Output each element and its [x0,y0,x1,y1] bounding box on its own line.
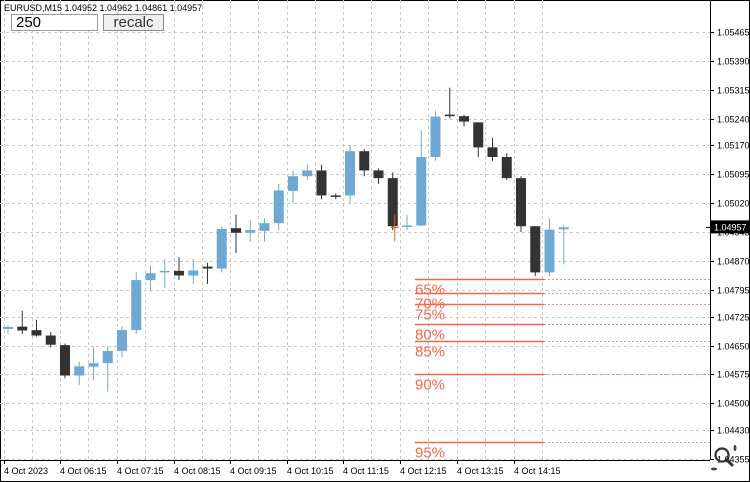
time-tick-label: 4 Oct 12:15 [400,466,447,476]
candle-bull [345,151,355,196]
candle-bear [373,170,384,179]
candle-bull [88,363,99,367]
price-tick-label: 1.04355 [717,455,750,465]
fib-level-label: 90% [415,377,445,394]
fib-level-label: 95% [415,445,445,462]
price-tick-label: 1.05315 [717,86,750,96]
magnifier-zoom-icon[interactable] [709,443,739,473]
candle-bull [145,273,156,281]
candle-bull [74,366,85,376]
candle-bear [316,170,327,196]
candle-bear [387,178,398,227]
candle-bull [416,156,427,226]
candle-bull [273,190,284,224]
fib-level-label: 75% [415,307,445,324]
fib-level-label: 80% [415,327,445,344]
candle-bull [188,270,199,276]
candle-bull [302,170,313,177]
price-tick-label: 1.05240 [717,115,750,125]
candle-bear [202,266,213,269]
candle-bear [359,151,370,171]
price-tick-label: 1.04870 [717,257,750,267]
candle-bear [530,226,541,273]
candle-bull [102,350,113,364]
time-tick-label: 4 Oct 14:15 [514,466,561,476]
price-tick-label: 1.04575 [717,370,750,380]
price-tick-label: 1.05465 [717,28,750,38]
price-tick-label: 1.04795 [717,286,750,296]
candle-bear [330,195,341,197]
candle-bear [60,345,70,376]
candle-bear [459,116,469,122]
current-price-badge [711,220,749,234]
period-input[interactable] [11,14,98,31]
candle-bear [174,270,184,276]
candle-bull [3,327,13,329]
symbol-info-label: EURUSD,M15 1.04952 1.04962 1.04861 1.049… [4,3,203,13]
candle-bear [17,326,28,331]
candle-bull [402,225,412,227]
fib-level-label: 85% [415,344,445,361]
current-price-label: 1.04957 [714,222,747,232]
time-tick-label: 4 Oct 08:15 [174,466,221,476]
price-tick-label: 1.05020 [717,199,750,209]
candle-bear [473,122,484,148]
candle-bear [501,156,512,179]
price-tick-label: 1.04650 [717,342,750,352]
time-tick-label: 4 Oct 11:15 [343,466,389,476]
time-tick-label: 4 Oct 10:15 [287,466,334,476]
price-tick-label: 1.05390 [717,57,750,67]
candle-bull [245,230,256,233]
candle-bear [45,335,56,345]
time-tick-label: 4 Oct 06:15 [60,466,107,476]
candle-bear [516,178,526,227]
candle-bull [544,229,555,273]
price-tick-label: 1.04500 [717,399,750,409]
price-tick-label: 1.04430 [717,426,750,436]
candle-bull [159,270,170,273]
candle-bull [117,330,127,351]
time-tick-label: 4 Oct 07:15 [117,466,164,476]
candle-bear [444,114,455,117]
candle-bear [487,147,498,157]
time-tick-label: 4 Oct 09:15 [230,466,277,476]
candle-bull [430,116,441,157]
price-tick-label: 1.04725 [717,313,750,323]
price-tick-label: 1.05095 [717,170,750,180]
candle-bear [231,228,241,233]
recalc-button[interactable]: recalc [103,14,164,31]
time-tick-label: 4 Oct 13:15 [457,466,504,476]
candle-bull [259,223,270,231]
price-tick-label: 1.05170 [717,141,750,151]
candle-bull [131,280,142,331]
candle-bull [216,228,227,269]
candle-bull [288,176,298,191]
candle-bull [558,227,569,230]
time-tick-label: 4 Oct 2023 [4,466,48,476]
candle-bear [31,330,42,336]
